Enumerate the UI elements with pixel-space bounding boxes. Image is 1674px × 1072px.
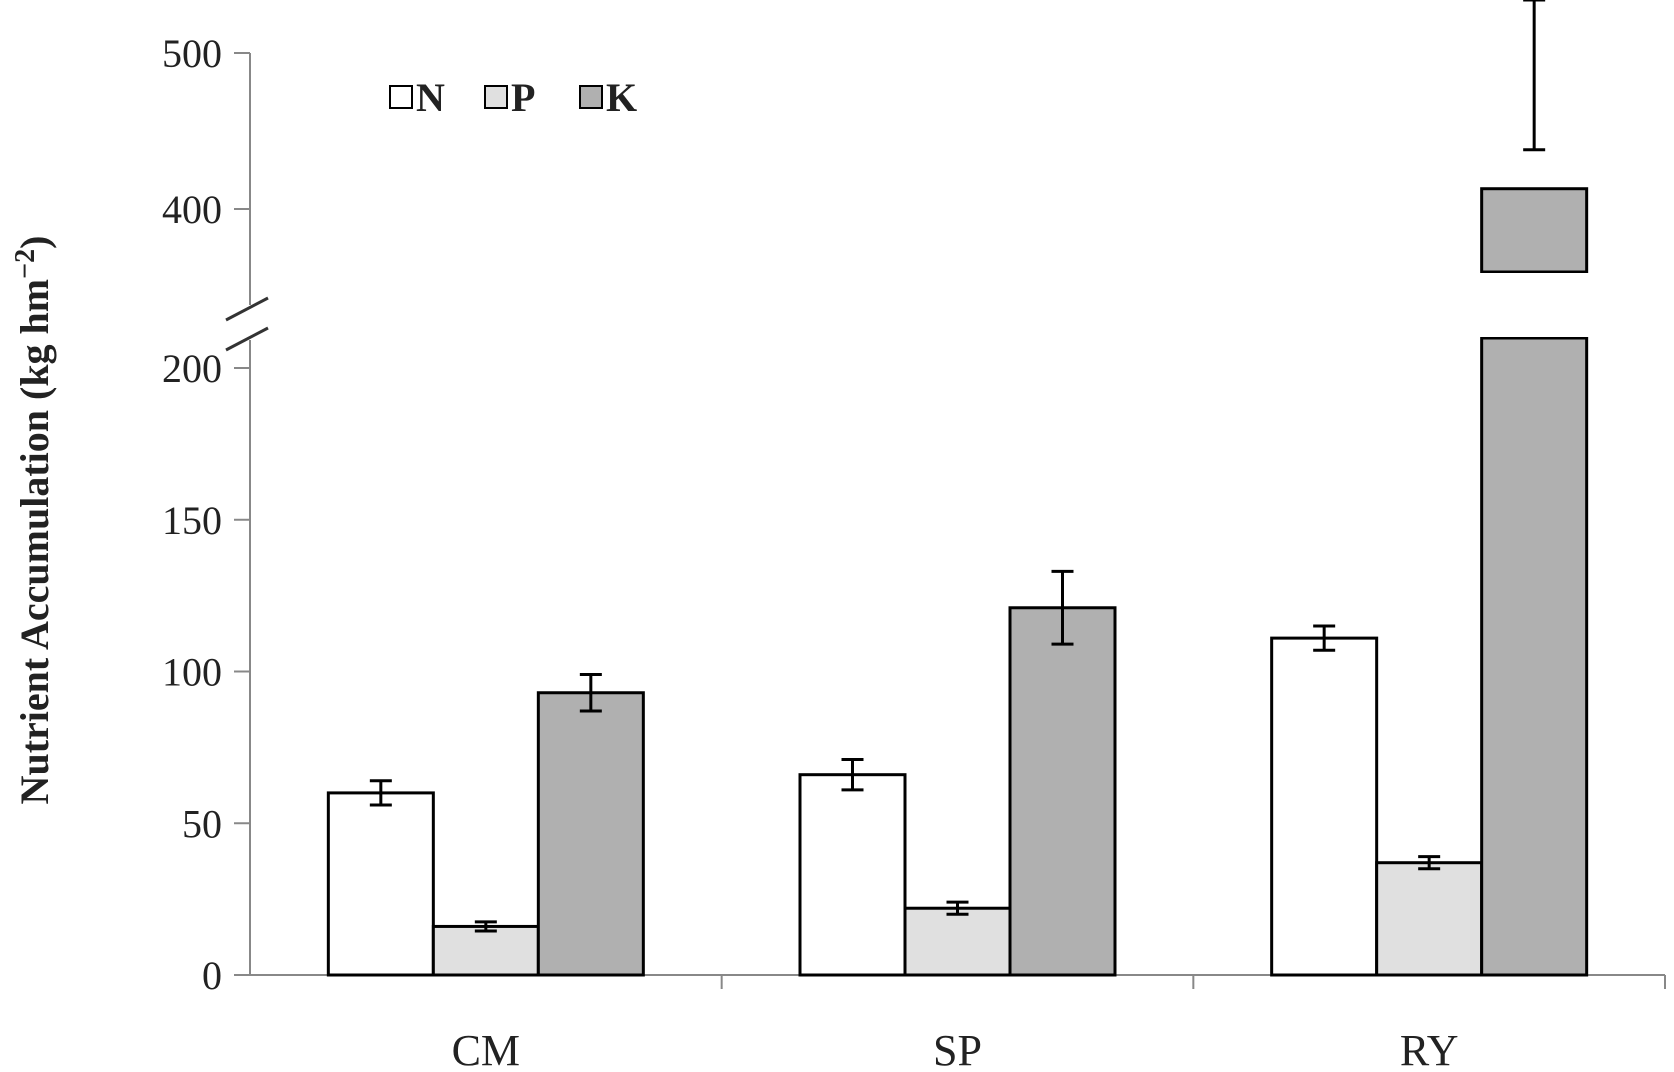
bar-ry-p	[1375, 861, 1484, 977]
axis-break-mark	[225, 326, 269, 352]
legend-swatch-n	[389, 85, 413, 109]
y-tick-label: 200	[162, 346, 222, 391]
y-tick-labels: 0 50 100 150 200 400 500	[162, 31, 222, 998]
axes	[225, 52, 1666, 989]
x-category-label: CM	[452, 1026, 520, 1072]
legend-swatch-k	[579, 85, 603, 109]
bar-sp-n	[798, 773, 907, 977]
bar-break-gap	[1477, 273, 1591, 337]
error-bars	[369, 0, 1546, 933]
bar-cm-k	[536, 691, 645, 977]
y-tick-label: 400	[162, 187, 222, 232]
bars	[326, 187, 1591, 977]
bar-cm-p	[431, 924, 540, 977]
y-axis-title: Nutrient Accumulation (kg hm−2)	[10, 236, 57, 805]
bar-ry-k-lower	[1480, 336, 1589, 977]
legend-label-k: K	[606, 75, 637, 120]
legend-label-p: P	[511, 75, 535, 120]
legend-swatch-p	[484, 85, 508, 109]
x-category-label: SP	[933, 1026, 982, 1072]
x-category-labels: CM SP RY	[452, 1026, 1459, 1072]
x-category-label: RY	[1400, 1026, 1459, 1072]
y-tick-label: 500	[162, 31, 222, 76]
bar-sp-k	[1008, 606, 1117, 977]
bar-sp-p	[903, 906, 1012, 977]
y-tick-label: 150	[162, 498, 222, 543]
bar-ry-k-upper	[1480, 187, 1589, 274]
y-tick-label: 0	[202, 953, 222, 998]
legend-label-n: N	[416, 75, 445, 120]
axis-break-mark	[225, 296, 269, 322]
y-tick-label: 50	[182, 801, 222, 846]
y-tick-label: 100	[162, 650, 222, 695]
bar-ry-n	[1270, 636, 1379, 977]
bar-cm-n	[326, 791, 435, 977]
